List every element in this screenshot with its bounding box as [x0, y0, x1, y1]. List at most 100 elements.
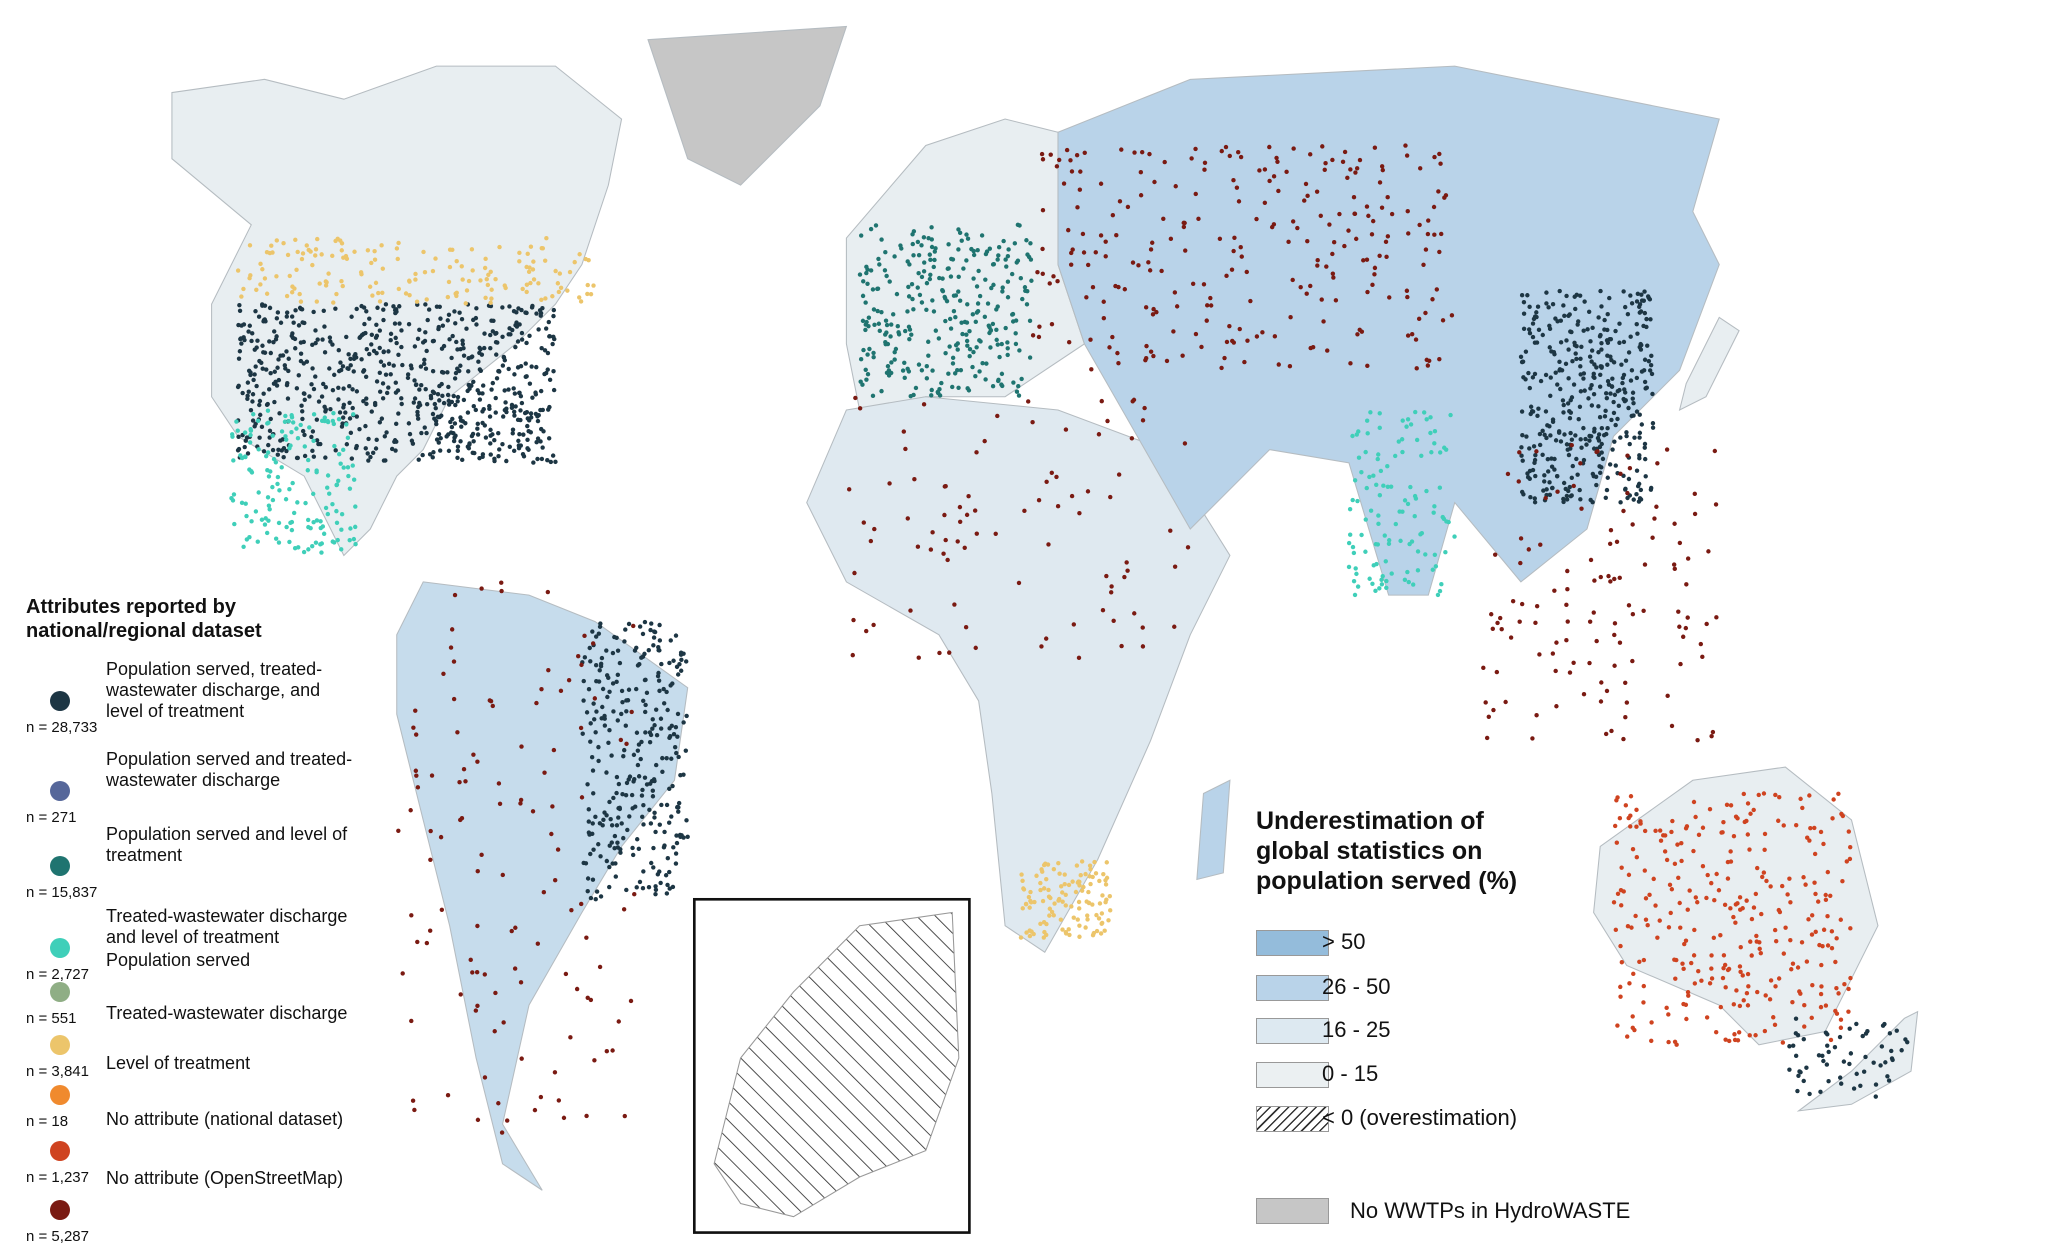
wwtp-point [500, 872, 505, 878]
wwtp-point [504, 458, 509, 464]
wwtp-point [1303, 181, 1309, 187]
wwtp-point [1432, 429, 1438, 434]
wwtp-point [980, 361, 985, 366]
wwtp-point [1227, 153, 1232, 159]
wwtp-point [258, 412, 263, 418]
wwtp-point [623, 792, 629, 798]
wwtp-point [1143, 305, 1149, 310]
wwtp-point [338, 367, 344, 373]
wwtp-point [909, 282, 915, 287]
wwtp-point [510, 431, 515, 436]
wwtp-point [537, 308, 543, 313]
wwtp-point [1848, 844, 1853, 850]
wwtp-point [1049, 321, 1055, 327]
wwtp-point [1614, 798, 1619, 803]
wwtp-point [684, 713, 689, 719]
wwtp-point [641, 869, 646, 874]
wwtp-point [1601, 433, 1607, 438]
wwtp-point [1227, 323, 1232, 329]
wwtp-point [345, 465, 351, 470]
wwtp-point [921, 235, 927, 240]
wwtp-point [1417, 222, 1422, 228]
wwtp-point [1009, 271, 1015, 277]
wwtp-point [943, 296, 948, 301]
wwtp-point [454, 293, 459, 299]
wwtp-point [674, 840, 680, 846]
wwtp-point [253, 364, 258, 369]
wwtp-point [350, 463, 355, 468]
wwtp-point [1421, 410, 1427, 415]
wwtp-point [1208, 295, 1213, 301]
wwtp-point [448, 430, 454, 435]
wwtp-point [1146, 260, 1151, 265]
wwtp-point [599, 655, 605, 661]
wwtp-point [415, 336, 421, 342]
wwtp-point [1201, 282, 1207, 287]
wwtp-point [1545, 457, 1551, 462]
wwtp-point [1600, 456, 1606, 462]
wwtp-point [501, 1020, 506, 1025]
wwtp-point [650, 726, 655, 731]
wwtp-point [1035, 270, 1040, 275]
wwtp-point [915, 239, 921, 245]
wwtp-point [951, 308, 957, 314]
wwtp-point [437, 398, 442, 403]
wwtp-point [1561, 410, 1566, 415]
wwtp-point [278, 353, 283, 358]
wwtp-point [1646, 359, 1652, 364]
wwtp-point [482, 345, 487, 351]
wwtp-point [394, 421, 399, 427]
wwtp-point [959, 320, 964, 325]
wwtp-point [539, 686, 544, 692]
wwtp-point [1669, 723, 1675, 729]
wwtp-point [1404, 288, 1410, 293]
wwtp-point [341, 386, 346, 391]
wwtp-point [1581, 328, 1586, 333]
wwtp-point [1821, 927, 1827, 932]
wwtp-point [658, 726, 664, 731]
wwtp-point [431, 450, 436, 455]
wwtp-point [1657, 918, 1662, 923]
wwtp-point [1557, 359, 1562, 365]
wwtp-point [1648, 362, 1654, 368]
wwtp-point [964, 512, 970, 518]
wwtp-point [512, 413, 517, 418]
wwtp-point [643, 730, 648, 735]
wwtp-point [550, 294, 555, 299]
wwtp-point [607, 727, 612, 733]
wwtp-point [372, 400, 378, 406]
wwtp-point [1383, 559, 1388, 564]
wwtp-point [1762, 831, 1768, 837]
wwtp-point [405, 375, 411, 381]
wwtp-point [1069, 250, 1074, 256]
wwtp-point [1527, 385, 1533, 391]
wwtp-point [1573, 351, 1578, 356]
wwtp-point [1668, 910, 1673, 916]
wwtp-point [334, 508, 339, 514]
wwtp-point [1720, 830, 1725, 835]
wwtp-point [912, 477, 917, 482]
wwtp-point [1164, 358, 1170, 364]
wwtp-point [962, 545, 967, 551]
wwtp-point [1027, 905, 1032, 910]
wwtp-point [1813, 891, 1818, 897]
wwtp-point [248, 427, 253, 432]
wwtp-point [1830, 816, 1835, 821]
wwtp-point [596, 758, 601, 764]
wwtp-point [943, 537, 948, 543]
wwtp-point [1584, 442, 1589, 447]
wwtp-point [1027, 933, 1033, 939]
wwtp-point [285, 396, 291, 401]
wwtp-point [1368, 508, 1374, 513]
wwtp-point [551, 313, 556, 319]
wwtp-point [524, 264, 529, 270]
wwtp-point [1761, 870, 1767, 875]
wwtp-point [1700, 654, 1705, 660]
wwtp-point [257, 358, 262, 364]
wwtp-point [1148, 247, 1154, 252]
wwtp-point [359, 303, 364, 309]
wwtp-point [590, 768, 596, 773]
wwtp-point [1543, 409, 1549, 414]
wwtp-point [1662, 849, 1668, 854]
wwtp-point [1671, 562, 1677, 567]
